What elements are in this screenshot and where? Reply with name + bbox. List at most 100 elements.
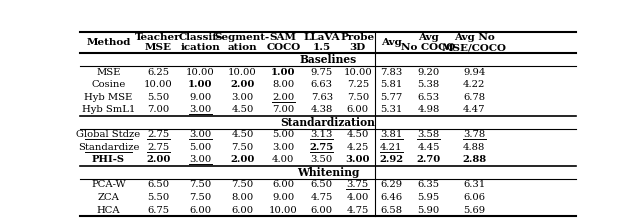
Text: 7.25: 7.25 — [347, 80, 369, 89]
Text: Probe
3D: Probe 3D — [340, 33, 375, 52]
Text: 6.78: 6.78 — [463, 93, 485, 102]
Text: Method: Method — [86, 38, 131, 47]
Text: 6.58: 6.58 — [380, 206, 403, 215]
Text: Cosine: Cosine — [92, 80, 125, 89]
Text: 4.00: 4.00 — [347, 193, 369, 202]
Text: Avg
No COCO: Avg No COCO — [401, 33, 456, 52]
Text: 7.63: 7.63 — [311, 93, 333, 102]
Text: 7.83: 7.83 — [380, 68, 403, 77]
Text: 2.92: 2.92 — [379, 155, 403, 164]
Text: SAM
COCO: SAM COCO — [266, 33, 301, 52]
Text: 4.75: 4.75 — [347, 206, 369, 215]
Text: LLaVA
1.5: LLaVA 1.5 — [303, 33, 340, 52]
Text: 4.75: 4.75 — [310, 193, 333, 202]
Text: 7.50: 7.50 — [231, 180, 253, 190]
Text: PHI-S: PHI-S — [92, 155, 125, 164]
Text: Classif-
ication: Classif- ication — [179, 33, 221, 52]
Text: 7.00: 7.00 — [147, 105, 169, 114]
Text: 3.81: 3.81 — [380, 130, 403, 139]
Text: Segment-
ation: Segment- ation — [215, 33, 270, 52]
Text: 1.00: 1.00 — [188, 80, 212, 89]
Text: Baselines: Baselines — [300, 54, 356, 65]
Text: 5.50: 5.50 — [147, 193, 169, 202]
Text: 6.63: 6.63 — [311, 80, 333, 89]
Text: 4.50: 4.50 — [347, 130, 369, 139]
Text: 3.13: 3.13 — [310, 130, 333, 139]
Text: 2.00: 2.00 — [272, 93, 294, 102]
Text: 4.50: 4.50 — [231, 105, 253, 114]
Text: 5.50: 5.50 — [147, 93, 169, 102]
Text: 3.78: 3.78 — [463, 130, 486, 139]
Text: Standardization: Standardization — [280, 117, 376, 128]
Text: 2.00: 2.00 — [230, 155, 255, 164]
Text: Avg No
MSE/COCO: Avg No MSE/COCO — [442, 33, 507, 52]
Text: 10.00: 10.00 — [228, 68, 257, 77]
Text: 7.50: 7.50 — [231, 143, 253, 152]
Text: 3.00: 3.00 — [231, 93, 253, 102]
Text: 7.00: 7.00 — [272, 105, 294, 114]
Text: 9.20: 9.20 — [417, 68, 440, 77]
Text: 5.00: 5.00 — [272, 130, 294, 139]
Text: 8.00: 8.00 — [231, 193, 253, 202]
Text: 2.88: 2.88 — [462, 155, 486, 164]
Text: PCA-W: PCA-W — [91, 180, 126, 190]
Text: 6.00: 6.00 — [311, 206, 333, 215]
Text: 5.95: 5.95 — [417, 193, 440, 202]
Text: 10.00: 10.00 — [144, 80, 173, 89]
Text: 4.21: 4.21 — [380, 143, 403, 152]
Text: 4.47: 4.47 — [463, 105, 486, 114]
Text: 3.00: 3.00 — [272, 143, 294, 152]
Text: 9.94: 9.94 — [463, 68, 486, 77]
Text: 6.31: 6.31 — [463, 180, 486, 190]
Text: 5.38: 5.38 — [417, 80, 440, 89]
Text: 6.00: 6.00 — [232, 206, 253, 215]
Text: 4.98: 4.98 — [417, 105, 440, 114]
Text: 2.70: 2.70 — [416, 155, 440, 164]
Text: 3.58: 3.58 — [417, 130, 440, 139]
Text: 6.50: 6.50 — [311, 180, 333, 190]
Text: 6.29: 6.29 — [380, 180, 403, 190]
Text: 9.00: 9.00 — [189, 93, 211, 102]
Text: 7.50: 7.50 — [189, 193, 211, 202]
Text: 8.00: 8.00 — [272, 80, 294, 89]
Text: 6.25: 6.25 — [147, 68, 169, 77]
Text: 5.00: 5.00 — [189, 143, 211, 152]
Text: 10.00: 10.00 — [344, 68, 372, 77]
Text: Standardize: Standardize — [78, 143, 140, 152]
Text: 2.75: 2.75 — [147, 143, 169, 152]
Text: MSE: MSE — [97, 68, 121, 77]
Text: 4.50: 4.50 — [231, 130, 253, 139]
Text: 4.00: 4.00 — [272, 155, 294, 164]
Text: 3.00: 3.00 — [189, 155, 211, 164]
Text: 6.53: 6.53 — [417, 93, 440, 102]
Text: 4.25: 4.25 — [347, 143, 369, 152]
Text: 3.00: 3.00 — [189, 105, 211, 114]
Text: Whitening: Whitening — [297, 167, 359, 178]
Text: 3.50: 3.50 — [310, 155, 333, 164]
Text: HCA: HCA — [97, 206, 120, 215]
Text: 9.75: 9.75 — [310, 68, 333, 77]
Text: 2.00: 2.00 — [146, 155, 170, 164]
Text: 3.00: 3.00 — [346, 155, 370, 164]
Text: 6.75: 6.75 — [147, 206, 169, 215]
Text: 5.69: 5.69 — [463, 206, 485, 215]
Text: 6.50: 6.50 — [147, 180, 169, 190]
Text: 1.00: 1.00 — [271, 68, 296, 77]
Text: 7.50: 7.50 — [347, 93, 369, 102]
Text: 4.88: 4.88 — [463, 143, 486, 152]
Text: 9.00: 9.00 — [272, 193, 294, 202]
Text: 6.00: 6.00 — [272, 180, 294, 190]
Text: 5.31: 5.31 — [380, 105, 403, 114]
Text: 6.46: 6.46 — [380, 193, 403, 202]
Text: 2.00: 2.00 — [230, 80, 255, 89]
Text: 4.45: 4.45 — [417, 143, 440, 152]
Text: 5.90: 5.90 — [417, 206, 440, 215]
Text: 5.81: 5.81 — [380, 80, 403, 89]
Text: 6.00: 6.00 — [347, 105, 369, 114]
Text: Teacher
MSE: Teacher MSE — [135, 33, 181, 52]
Text: 10.00: 10.00 — [186, 68, 214, 77]
Text: 7.50: 7.50 — [189, 180, 211, 190]
Text: Hyb MSE: Hyb MSE — [84, 93, 132, 102]
Text: 6.35: 6.35 — [417, 180, 440, 190]
Text: 4.38: 4.38 — [310, 105, 333, 114]
